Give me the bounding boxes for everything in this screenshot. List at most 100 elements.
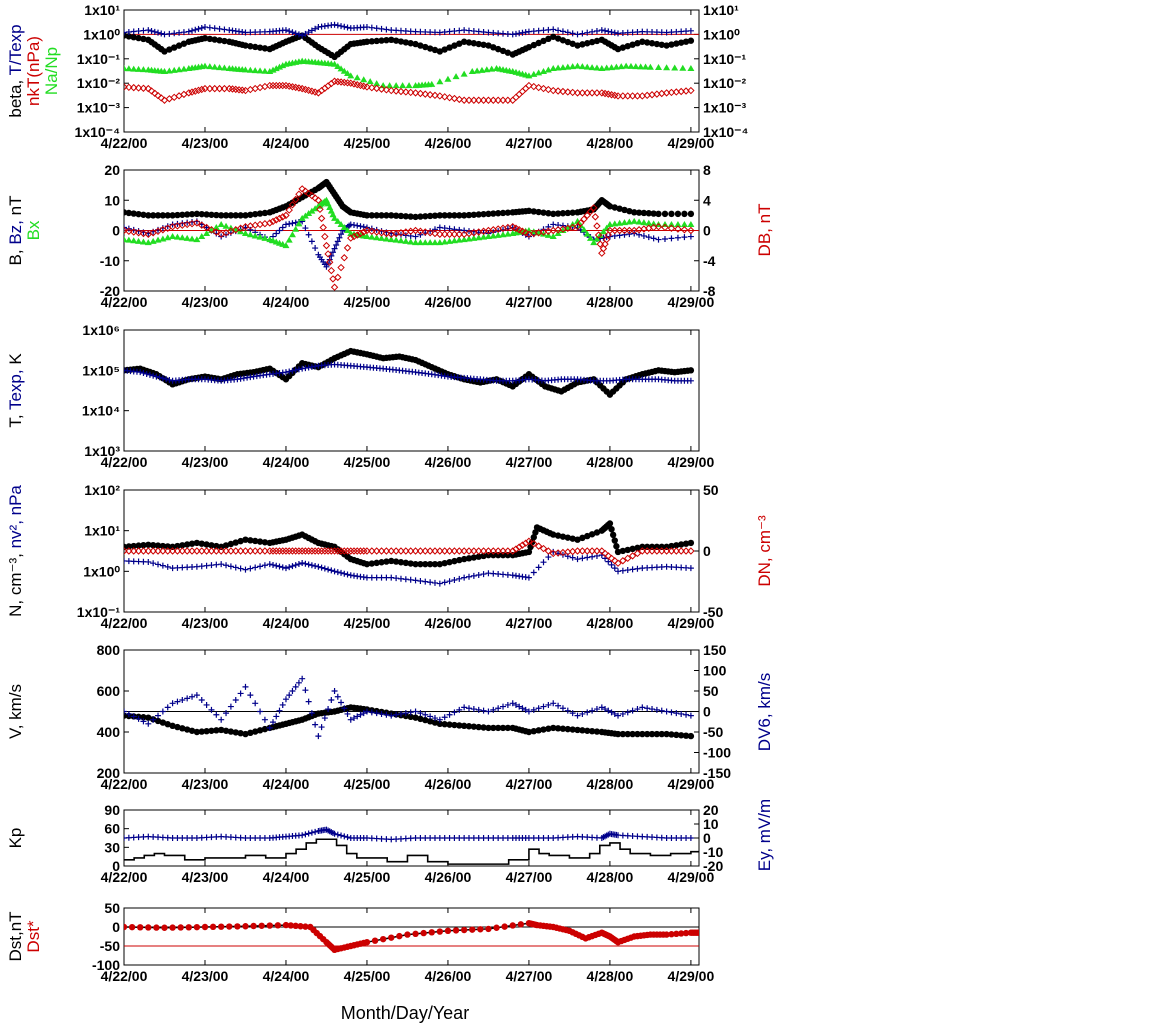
- y-tick-label-right: 0: [703, 704, 711, 720]
- series-point: [612, 63, 620, 70]
- series-point: [525, 81, 533, 90]
- series-point: [397, 212, 405, 220]
- series-point: [590, 239, 598, 246]
- series-point: [465, 39, 473, 46]
- series-v: [124, 704, 695, 740]
- series-point: [653, 730, 661, 738]
- y-tick-label-right: 4: [703, 192, 711, 208]
- series-point: [169, 722, 176, 730]
- x-tick-label: 4/29/00: [668, 776, 715, 792]
- series-point: [470, 723, 478, 730]
- series-point: [144, 547, 153, 555]
- series-point: [266, 561, 273, 568]
- series-point: [397, 547, 405, 555]
- series-point: [431, 91, 439, 100]
- series-point: [261, 45, 269, 52]
- series-point: [266, 219, 274, 227]
- series-point: [605, 28, 612, 35]
- series-point: [687, 539, 695, 547]
- series-point: [392, 37, 400, 44]
- series-point: [616, 219, 624, 226]
- series-point: [465, 211, 473, 219]
- plot-area: [124, 920, 699, 953]
- series-point: [504, 96, 512, 104]
- series-point: [677, 39, 685, 46]
- x-tick-label: 4/26/00: [425, 869, 472, 885]
- series-t: [124, 347, 695, 398]
- series-point: [212, 223, 220, 230]
- y-tick-label: 20: [104, 162, 120, 178]
- series-point: [404, 931, 411, 938]
- series-point: [292, 30, 299, 37]
- y-tick-label-right: 10: [703, 816, 719, 832]
- series-point: [559, 533, 567, 540]
- series-point: [242, 730, 249, 738]
- series-point: [292, 225, 300, 232]
- series-point: [598, 249, 606, 257]
- series-point: [440, 547, 449, 555]
- series-point: [494, 551, 502, 559]
- series-point: [164, 704, 171, 711]
- series-point: [304, 547, 313, 555]
- series-point: [625, 218, 633, 225]
- series-point: [593, 27, 600, 34]
- series-point: [569, 535, 576, 542]
- series-point: [655, 64, 663, 71]
- series-point: [412, 560, 419, 568]
- series-point: [426, 212, 434, 220]
- series-point: [383, 26, 390, 33]
- series-point: [285, 206, 293, 214]
- series-point: [661, 210, 669, 218]
- series-point: [388, 712, 395, 719]
- y-tick-label-right: 1x10⁻¹: [703, 51, 747, 67]
- series-point: [227, 563, 234, 570]
- series-point: [574, 556, 581, 563]
- series-point: [174, 698, 181, 705]
- series-point: [578, 547, 587, 555]
- series-point: [125, 547, 133, 555]
- series-point: [569, 63, 577, 70]
- series-point: [668, 931, 675, 938]
- series-point: [614, 548, 622, 556]
- series-point: [256, 547, 264, 555]
- panel-density: 4/22/00 4/23/00 4/24/00 4/25/00 4/26/00 4/27/…: [6, 482, 774, 631]
- series-point: [251, 67, 259, 74]
- y-tick-label-right: 1x10⁻²: [703, 75, 747, 91]
- y-tick-label: 1x10²: [84, 482, 120, 498]
- series-point: [198, 210, 205, 218]
- series-point: [611, 29, 618, 36]
- series-point: [166, 46, 173, 53]
- series-point: [436, 92, 444, 100]
- series-point: [530, 706, 537, 713]
- series-point: [606, 203, 614, 210]
- x-tick-label: 4/22/00: [101, 294, 148, 310]
- series-point: [178, 234, 186, 241]
- series-point: [588, 531, 596, 538]
- series-point: [299, 560, 306, 567]
- series-point: [372, 228, 381, 236]
- x-tick-label: 4/29/00: [668, 869, 715, 885]
- series-point: [321, 565, 328, 572]
- series-point: [679, 64, 687, 71]
- series-point: [383, 558, 390, 565]
- series-point: [521, 229, 530, 237]
- x-tick-label: 4/27/00: [506, 615, 553, 631]
- series-point: [687, 86, 695, 95]
- y-tick-label-right: 0: [703, 543, 711, 559]
- x-tick-label: 4/27/00: [506, 776, 553, 792]
- series-point: [521, 539, 530, 547]
- series-point: [125, 65, 133, 72]
- y-tick-label: -20: [100, 283, 120, 299]
- series-point: [353, 231, 361, 239]
- series-point: [549, 65, 557, 72]
- series-point: [405, 82, 413, 89]
- series-point: [232, 564, 239, 571]
- series-point: [555, 702, 562, 709]
- series-point: [611, 710, 618, 717]
- series-point: [436, 580, 443, 587]
- series-point: [455, 547, 463, 555]
- series-point: [379, 935, 387, 943]
- y-axis-title-part: Na/Np: [42, 47, 61, 95]
- series-point: [161, 924, 168, 931]
- x-tick-label: 4/29/00: [668, 135, 715, 151]
